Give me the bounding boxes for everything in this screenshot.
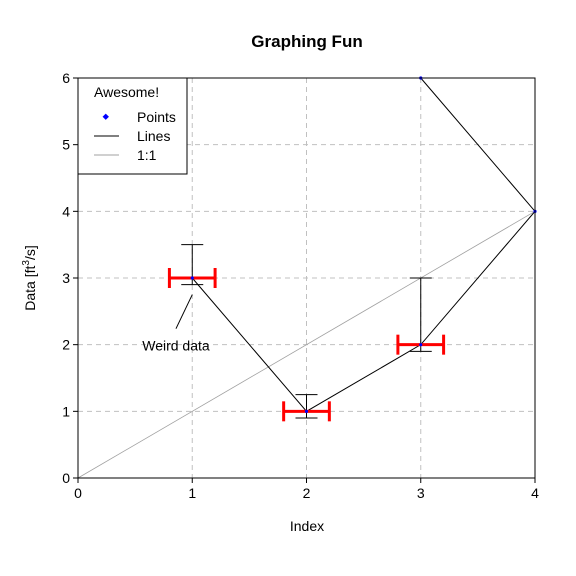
data-point-2 bbox=[419, 343, 423, 347]
legend-entry-0: Points bbox=[102, 109, 176, 125]
annotation-label-0: Weird data bbox=[142, 338, 210, 354]
data-point-1 bbox=[304, 409, 309, 413]
series-line bbox=[191, 77, 536, 412]
legend-entry-label: 1:1 bbox=[137, 147, 157, 163]
y-tick-label-1: 1 bbox=[62, 403, 70, 419]
data-point-0 bbox=[190, 276, 194, 280]
lines-layer bbox=[191, 77, 536, 412]
legend-entry-label: Lines bbox=[137, 128, 170, 144]
x-axis-label: Index bbox=[290, 518, 324, 534]
x-tick-label-0: 0 bbox=[74, 485, 82, 501]
annotation-pointer-0 bbox=[175, 294, 193, 329]
legend-title: Awesome! bbox=[94, 84, 159, 100]
y-tick-label-6: 6 bbox=[62, 70, 70, 86]
one-to-one-line bbox=[77, 210, 536, 479]
x-tick-label-4: 4 bbox=[531, 485, 539, 501]
legend-entry-2: 1:1 bbox=[94, 147, 157, 163]
legend-entry-1: Lines bbox=[94, 128, 170, 144]
y-axis-label: Data [ft3/s] bbox=[21, 245, 38, 310]
y-axis-label-sup: 3 bbox=[21, 260, 32, 266]
y-tick-label-4: 4 bbox=[62, 203, 70, 219]
y-tick-label-0: 0 bbox=[62, 470, 70, 486]
y-tick-label-5: 5 bbox=[62, 137, 70, 153]
legend: Awesome! Points Lines 1:1 bbox=[77, 77, 188, 175]
one-to-one-layer bbox=[77, 210, 536, 479]
chart-title: Graphing Fun bbox=[251, 32, 362, 51]
x-tick-label-1: 1 bbox=[188, 485, 196, 501]
x-tick-label-3: 3 bbox=[417, 485, 425, 501]
y-axis-label-main: Data [ft bbox=[22, 266, 38, 311]
y-error-bar-2 bbox=[409, 277, 432, 352]
legend-box bbox=[77, 77, 188, 175]
legend-entries: Points Lines 1:1 bbox=[94, 109, 176, 163]
points-layer bbox=[190, 76, 537, 413]
y-tick-label-3: 3 bbox=[62, 270, 70, 286]
legend-swatch-point bbox=[102, 113, 109, 120]
y-tick-label-2: 2 bbox=[62, 337, 70, 353]
x-tick-label-2: 2 bbox=[303, 485, 311, 501]
annotation-layer: Weird data bbox=[142, 294, 210, 354]
y-error-bar-1 bbox=[295, 394, 318, 419]
y-axis-label-tail: /s] bbox=[22, 245, 38, 260]
legend-entry-label: Points bbox=[137, 109, 176, 125]
ticks: 0 1 2 3 4 0 1 2 3 4 5 6 bbox=[62, 70, 539, 501]
